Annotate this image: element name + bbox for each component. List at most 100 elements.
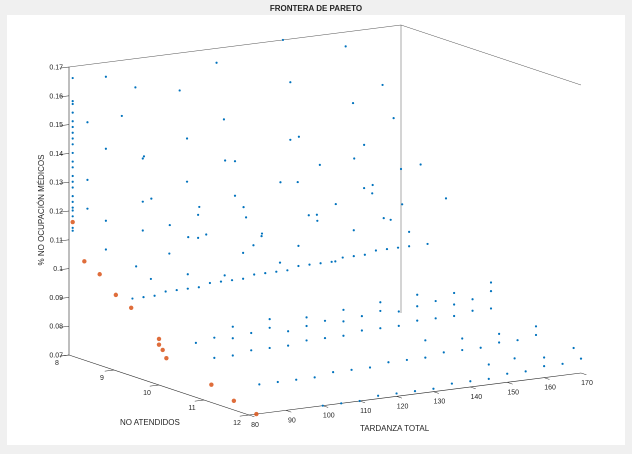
data-point <box>244 216 248 219</box>
data-point <box>342 308 345 311</box>
data-point <box>230 279 234 282</box>
pareto-point <box>160 347 165 353</box>
y-axis-label: NO ATENDIDOS <box>120 418 180 427</box>
data-point <box>134 86 137 89</box>
axes-background <box>7 15 625 445</box>
x-tick-label: 120 <box>397 403 409 410</box>
data-point <box>313 376 316 379</box>
data-point <box>363 253 366 256</box>
data-point <box>104 75 107 78</box>
data-point <box>352 255 355 258</box>
z-tick-label: 0.1 <box>53 266 63 273</box>
data-point <box>287 330 290 333</box>
data-point <box>219 280 223 283</box>
pareto-point <box>70 219 75 225</box>
data-point <box>323 319 327 322</box>
data-point <box>295 378 298 381</box>
data-point <box>498 341 501 344</box>
z-tick-mark <box>59 66 70 69</box>
data-point <box>371 192 374 195</box>
data-point <box>316 219 319 222</box>
z-tick-mark <box>59 95 70 98</box>
data-point <box>222 118 226 121</box>
x-tick-mark <box>396 396 403 399</box>
data-point <box>489 290 493 293</box>
data-point <box>175 288 178 292</box>
data-point <box>276 380 279 384</box>
data-point <box>351 101 355 105</box>
data-point <box>104 147 107 150</box>
data-point <box>305 339 308 342</box>
data-point <box>187 236 190 239</box>
data-point <box>279 181 282 184</box>
data-point <box>516 339 519 342</box>
data-point <box>453 291 456 295</box>
data-point <box>377 394 380 397</box>
data-point <box>489 307 493 310</box>
data-point <box>194 341 197 344</box>
data-point <box>131 297 134 300</box>
z-tick-mark <box>59 325 70 328</box>
data-point <box>479 346 482 349</box>
data-point <box>141 229 144 232</box>
data-point <box>185 137 189 140</box>
data-point <box>308 263 311 266</box>
data-point <box>86 121 89 124</box>
data-point <box>268 326 271 329</box>
y-tick-mark <box>104 369 115 372</box>
data-point <box>289 81 292 84</box>
data-point <box>413 390 417 393</box>
data-point <box>392 116 395 120</box>
x-axis-line <box>248 372 582 416</box>
data-point <box>286 269 289 272</box>
data-point <box>71 206 74 209</box>
pareto-point <box>254 411 259 417</box>
data-point <box>231 325 234 328</box>
data-point <box>71 215 74 218</box>
data-point <box>321 404 324 407</box>
data-point <box>150 197 153 200</box>
data-point <box>513 357 516 360</box>
data-point <box>408 245 411 248</box>
data-point <box>332 371 335 374</box>
data-point <box>561 362 564 365</box>
data-point <box>275 270 278 273</box>
data-point <box>268 346 271 350</box>
pareto-point <box>156 336 162 342</box>
data-point <box>305 324 308 328</box>
data-point <box>395 392 398 395</box>
data-point <box>471 298 474 301</box>
data-point <box>258 383 261 386</box>
data-point <box>396 246 400 249</box>
data-point <box>487 377 490 381</box>
pareto-point <box>128 305 134 310</box>
pareto-point <box>231 398 237 404</box>
data-point <box>453 314 456 318</box>
data-point <box>71 160 74 163</box>
z-tick-mark <box>59 239 70 242</box>
pareto-point <box>209 382 214 387</box>
data-point <box>450 382 453 385</box>
data-point <box>197 236 200 239</box>
pareto-point <box>113 292 119 298</box>
z-tick-label: 0.13 <box>49 180 63 187</box>
y-tick-label: 8 <box>55 360 59 367</box>
data-point <box>178 89 181 92</box>
data-point <box>260 232 264 235</box>
data-point <box>534 333 538 337</box>
z-tick-label: 0.11 <box>50 237 63 244</box>
data-point <box>387 361 390 364</box>
data-point <box>419 163 422 166</box>
z-tick-mark <box>59 354 70 357</box>
data-point <box>242 277 245 280</box>
data-point <box>487 363 490 366</box>
data-point <box>381 83 384 87</box>
z-tick-label: 0.09 <box>49 295 63 302</box>
data-point <box>506 372 509 375</box>
data-point <box>323 336 327 340</box>
data-point <box>71 180 74 183</box>
data-point <box>71 76 74 80</box>
data-point <box>524 370 527 373</box>
y-tick-label: 12 <box>233 420 241 427</box>
